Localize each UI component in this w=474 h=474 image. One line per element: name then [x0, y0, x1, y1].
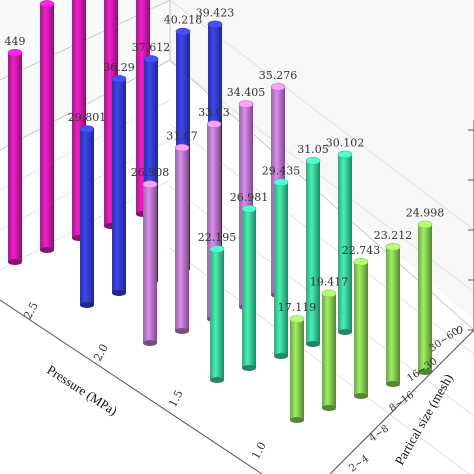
bar-top: [241, 205, 257, 213]
y-axis-line: [329, 329, 474, 474]
bar-top: [289, 315, 305, 323]
bar-base: [290, 417, 304, 423]
bar-top: [79, 125, 95, 133]
bar-base: [112, 290, 126, 296]
bar-cylinder: [354, 261, 368, 396]
bar-value-label: 30.102: [326, 136, 365, 149]
bar-value-label: 449: [5, 35, 26, 48]
bar-base: [354, 393, 368, 399]
bar-cylinder: [306, 160, 320, 344]
bar-cylinder: [242, 208, 256, 368]
bar-top: [7, 49, 23, 57]
bar-value-label: 22.743: [342, 244, 381, 257]
bar-value-label: 31.05: [297, 143, 329, 156]
bar-cylinder: [112, 78, 126, 293]
y-tick-label: 2~4: [347, 453, 371, 474]
x-axis-line: [0, 299, 263, 474]
bar-base: [274, 353, 288, 359]
bar-top: [353, 258, 369, 266]
bar-cylinder: [386, 247, 400, 384]
z-tick-label: 0: [456, 324, 463, 337]
bar-value-label: 39.423: [196, 6, 235, 19]
bar-value-label: 19.417: [310, 275, 349, 288]
bar-top: [39, 0, 55, 8]
bar-value-label: 26.981: [230, 191, 269, 204]
y-tick-label: 4~8: [367, 423, 391, 444]
bar-value-label: 34.405: [227, 86, 266, 99]
bar-value-label: 33.03: [198, 106, 230, 119]
bar-cylinder: [338, 154, 352, 332]
bar-value-label: 37.612: [132, 41, 171, 54]
bar-top: [207, 20, 223, 29]
x-tick-label: 1.5: [166, 388, 186, 410]
bar-base: [40, 247, 54, 253]
bar-value-label: 29.435: [262, 164, 301, 177]
bar-value-label: 31.07: [166, 130, 198, 143]
bar-top: [143, 55, 159, 63]
bar-top: [174, 143, 190, 152]
bar-value-label: 23.212: [374, 229, 413, 242]
bar-base: [143, 340, 157, 346]
bar-value-label: 40.218: [164, 14, 203, 27]
bar-cylinder: [322, 293, 336, 408]
bar-top: [305, 157, 321, 165]
bar-cylinder: [80, 129, 94, 305]
bar-base: [175, 328, 189, 334]
bar-base: [322, 405, 336, 411]
bar-top: [206, 120, 222, 128]
back-wall-right: [170, 0, 474, 320]
bar-top: [321, 289, 337, 298]
bar-cylinder: [274, 182, 288, 356]
bar-base: [80, 302, 94, 308]
bar-top: [270, 83, 286, 91]
bar-top: [209, 245, 225, 253]
x-tick-label: 1.0: [249, 440, 269, 462]
bar-top: [238, 100, 254, 108]
bar-top: [337, 150, 353, 159]
bar-base: [418, 369, 432, 375]
bar-base: [306, 341, 320, 347]
bar-cylinder: [8, 52, 22, 263]
y-axis-title: Partical size (mesh): [392, 371, 456, 467]
bar-value-label: 35.276: [259, 69, 298, 82]
x-tick-label: 2.0: [91, 342, 111, 364]
bar-value-label: 29.801: [68, 111, 107, 124]
bar-base: [210, 377, 224, 383]
bar-cylinder: [418, 224, 432, 372]
y-tick-label: 8~16: [387, 390, 416, 415]
bar-value-label: 22.195: [198, 231, 237, 244]
bar-top: [273, 178, 289, 187]
bar-value-label: 26.908: [131, 166, 170, 179]
bar-value-label: 36.29: [103, 61, 135, 74]
bar-cylinder: [40, 3, 54, 250]
bar-cylinder: [290, 318, 304, 420]
bar-base: [338, 329, 352, 335]
bar-value-label: 24.998: [406, 207, 445, 220]
bar-top: [417, 220, 433, 229]
bar-base: [8, 259, 22, 265]
bar-cylinder: [210, 249, 224, 380]
x-tick-label: 2.5: [21, 300, 41, 322]
bar-value-label: 17.119: [278, 301, 317, 314]
bar-top: [142, 180, 158, 189]
bar-top: [111, 75, 127, 83]
bar-cylinder: [175, 147, 189, 331]
x-axis-title: Pressure (MPa): [44, 362, 120, 418]
bar-base: [242, 365, 256, 371]
bar-base: [386, 381, 400, 387]
bar-cylinder: [143, 184, 157, 343]
bar-top: [175, 27, 191, 36]
bar-top: [385, 243, 401, 251]
